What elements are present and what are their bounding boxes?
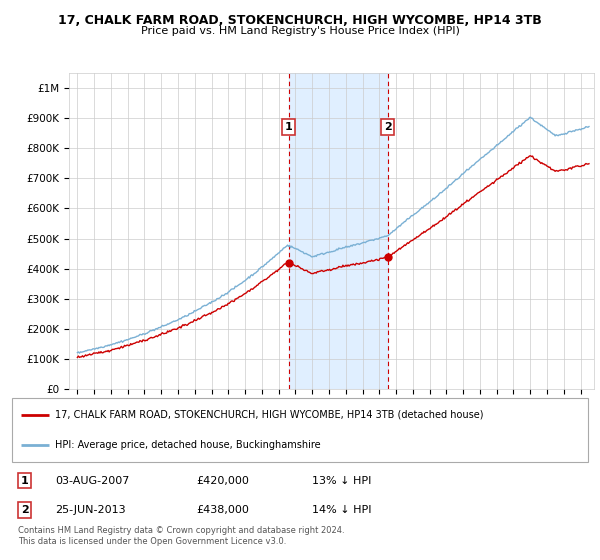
Text: 2: 2 [384, 122, 392, 132]
Text: Price paid vs. HM Land Registry's House Price Index (HPI): Price paid vs. HM Land Registry's House … [140, 26, 460, 36]
Text: 2: 2 [21, 505, 29, 515]
Text: HPI: Average price, detached house, Buckinghamshire: HPI: Average price, detached house, Buck… [55, 440, 321, 450]
Text: 14% ↓ HPI: 14% ↓ HPI [311, 505, 371, 515]
Text: 25-JUN-2013: 25-JUN-2013 [55, 505, 126, 515]
FancyBboxPatch shape [12, 398, 588, 462]
Text: Contains HM Land Registry data © Crown copyright and database right 2024.
This d: Contains HM Land Registry data © Crown c… [18, 526, 344, 546]
Text: £438,000: £438,000 [196, 505, 249, 515]
Text: 03-AUG-2007: 03-AUG-2007 [55, 475, 130, 486]
Text: 17, CHALK FARM ROAD, STOKENCHURCH, HIGH WYCOMBE, HP14 3TB: 17, CHALK FARM ROAD, STOKENCHURCH, HIGH … [58, 14, 542, 27]
Text: 1: 1 [21, 475, 29, 486]
Text: 13% ↓ HPI: 13% ↓ HPI [311, 475, 371, 486]
Text: £420,000: £420,000 [196, 475, 249, 486]
Bar [289, 73, 388, 389]
Text: 1: 1 [285, 122, 293, 132]
Text: 17, CHALK FARM ROAD, STOKENCHURCH, HIGH WYCOMBE, HP14 3TB (detached house): 17, CHALK FARM ROAD, STOKENCHURCH, HIGH … [55, 410, 484, 420]
